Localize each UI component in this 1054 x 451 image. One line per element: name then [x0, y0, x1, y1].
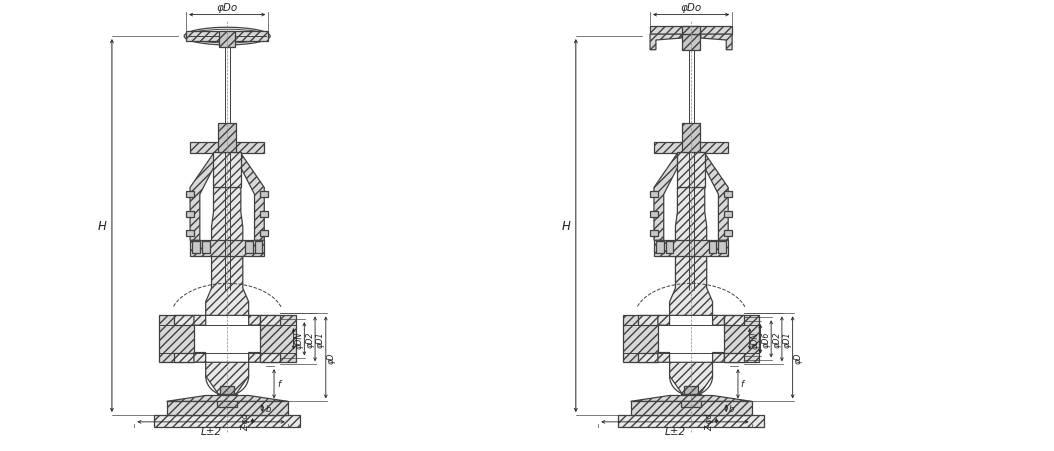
Polygon shape [260, 353, 280, 363]
Bar [724, 231, 733, 237]
Bar [724, 192, 733, 198]
Text: φD1: φD1 [783, 331, 792, 347]
Bar [684, 386, 698, 394]
Text: φD: φD [794, 352, 803, 363]
Bar [708, 242, 717, 253]
Bar [682, 124, 700, 153]
Polygon shape [639, 316, 658, 326]
Bar [167, 401, 288, 415]
Text: φDo: φDo [681, 3, 702, 13]
Text: φDo: φDo [216, 3, 238, 13]
Bar [650, 192, 658, 198]
Text: φD1: φD1 [316, 331, 325, 347]
Polygon shape [174, 353, 194, 363]
Polygon shape [190, 154, 217, 241]
Polygon shape [260, 316, 280, 326]
Bar [623, 316, 658, 363]
Text: φD6: φD6 [761, 331, 770, 347]
Polygon shape [194, 353, 260, 396]
Bar [650, 212, 658, 217]
Polygon shape [724, 316, 744, 326]
Bar [254, 242, 262, 253]
Polygon shape [653, 154, 681, 241]
Bar [666, 242, 674, 253]
Polygon shape [212, 188, 242, 256]
Bar [214, 153, 241, 188]
Text: L±2: L±2 [200, 426, 221, 436]
Bar [201, 242, 210, 253]
Text: φD2: φD2 [306, 331, 314, 347]
Polygon shape [658, 256, 724, 326]
Bar [219, 32, 235, 48]
Bar [260, 316, 295, 363]
Bar [187, 32, 268, 42]
Bar [653, 142, 728, 154]
Bar [159, 316, 194, 363]
Bar [681, 394, 701, 407]
Text: φDN: φDN [294, 331, 304, 348]
Bar [618, 415, 764, 427]
Polygon shape [194, 256, 260, 326]
Bar [260, 212, 268, 217]
Polygon shape [724, 353, 744, 363]
Text: φDN: φDN [750, 331, 760, 348]
Bar [187, 192, 194, 198]
Bar [187, 212, 194, 217]
Bar [260, 231, 268, 237]
Bar [650, 231, 658, 237]
Bar [190, 142, 265, 154]
Bar [653, 241, 728, 256]
Text: φD: φD [327, 352, 336, 363]
Text: H: H [562, 220, 570, 233]
Bar [678, 153, 705, 188]
Text: f: f [741, 379, 744, 388]
Polygon shape [650, 35, 681, 51]
Text: φD2: φD2 [773, 331, 781, 347]
Bar [682, 35, 700, 51]
Bar [719, 242, 726, 253]
Text: f: f [277, 379, 280, 388]
Polygon shape [639, 353, 658, 363]
Bar [682, 27, 700, 35]
Bar [154, 415, 300, 427]
Bar [724, 316, 760, 363]
Bar [260, 192, 268, 198]
Bar [218, 124, 236, 153]
Bar [724, 212, 733, 217]
Bar [656, 242, 664, 253]
Bar [630, 401, 752, 415]
Polygon shape [630, 396, 752, 401]
Text: b: b [266, 404, 271, 413]
Bar [650, 27, 733, 35]
Bar [245, 242, 253, 253]
Polygon shape [701, 35, 733, 51]
Polygon shape [676, 188, 706, 256]
Polygon shape [167, 396, 288, 401]
Polygon shape [701, 154, 728, 241]
Bar [187, 231, 194, 237]
Bar [190, 241, 265, 256]
Bar [217, 394, 237, 407]
Polygon shape [174, 316, 194, 326]
Bar [220, 386, 234, 394]
Text: b: b [729, 404, 735, 413]
Bar [192, 242, 200, 253]
Polygon shape [237, 154, 265, 241]
Polygon shape [658, 353, 724, 396]
Text: Z-φd: Z-φd [241, 412, 251, 430]
Text: L±2: L±2 [664, 426, 685, 436]
Text: Z-φd: Z-φd [705, 412, 715, 430]
Text: H: H [98, 220, 106, 233]
